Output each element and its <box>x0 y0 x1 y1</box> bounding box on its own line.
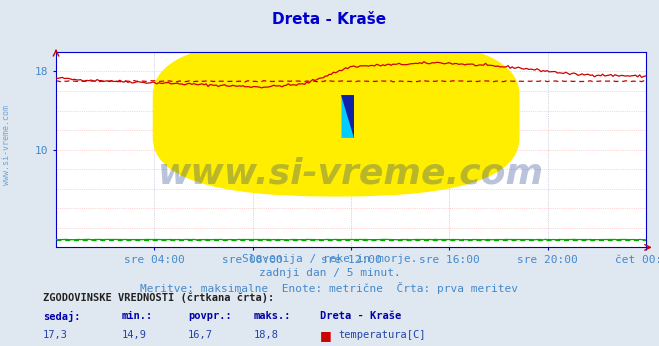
Text: sedaj:: sedaj: <box>43 311 80 322</box>
Text: 14,9: 14,9 <box>122 330 147 340</box>
Text: zadnji dan / 5 minut.: zadnji dan / 5 minut. <box>258 268 401 278</box>
Text: 18,8: 18,8 <box>254 330 279 340</box>
FancyBboxPatch shape <box>153 36 519 197</box>
Text: ZGODOVINSKE VREDNOSTI (črtkana črta):: ZGODOVINSKE VREDNOSTI (črtkana črta): <box>43 292 274 303</box>
Text: temperatura[C]: temperatura[C] <box>338 330 426 340</box>
Text: Dreta - Kraše: Dreta - Kraše <box>320 311 401 321</box>
Text: 16,7: 16,7 <box>188 330 213 340</box>
Polygon shape <box>341 95 355 138</box>
Text: min.:: min.: <box>122 311 153 321</box>
Text: www.si-vreme.com: www.si-vreme.com <box>2 105 11 185</box>
Text: Meritve: maksimalne  Enote: metrične  Črta: prva meritev: Meritve: maksimalne Enote: metrične Črta… <box>140 282 519 294</box>
Text: ■: ■ <box>320 329 331 342</box>
Text: Dreta - Kraše: Dreta - Kraše <box>272 12 387 27</box>
Text: www.si-vreme.com: www.si-vreme.com <box>158 156 544 190</box>
Polygon shape <box>341 95 355 138</box>
Text: povpr.:: povpr.: <box>188 311 231 321</box>
Text: maks.:: maks.: <box>254 311 291 321</box>
Text: 17,3: 17,3 <box>43 330 68 340</box>
Text: Slovenija / reke in morje.: Slovenija / reke in morje. <box>242 254 417 264</box>
